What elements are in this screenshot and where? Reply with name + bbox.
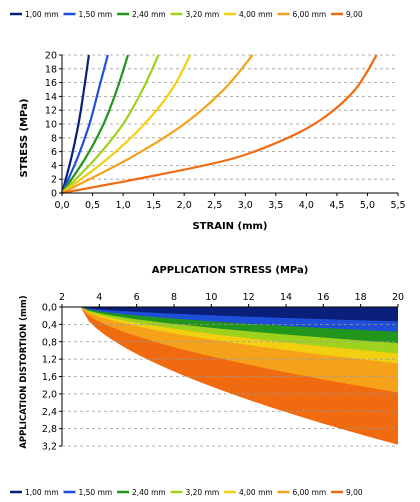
- x-tick-label: 4,5: [329, 200, 344, 211]
- x-tick-label: 4: [96, 292, 102, 303]
- legend-label: 3,20 mm: [186, 488, 220, 497]
- y-tick-label: 20: [45, 51, 57, 62]
- chart1-gridlines: [62, 54, 398, 180]
- chart1-ylabel: STRESS (MPa): [19, 99, 30, 178]
- y-tick-label: 0,4: [42, 320, 57, 331]
- legend-item: 3,20 mm: [170, 488, 220, 497]
- legend-item: 6,00 mm: [277, 488, 327, 497]
- x-tick-label: 2,5: [207, 200, 222, 211]
- legend-label: 9,00: [346, 488, 363, 497]
- legend-item: 2,40 mm: [117, 488, 166, 497]
- y-tick-label: 10: [45, 120, 57, 131]
- x-tick-label: 2,0: [177, 200, 192, 211]
- chart2-areas: [80, 307, 399, 445]
- x-tick-label: 10: [205, 292, 217, 303]
- chart1-tick-labels: 0 2 4 6 8 10 12 14 16 18 20 0,0 0,5 1,0 1,5 2,0 2,5 3,0 3,…: [45, 51, 406, 212]
- legend-item: 1,50 mm: [63, 10, 113, 19]
- chart2-axes: [59, 304, 399, 447]
- legend-label: 6,00 mm: [293, 10, 327, 19]
- legend-label: 6,00 mm: [293, 488, 327, 497]
- distortion-area-chart: APPLICATION STRESS (MPa) 0,0 0,4 0,8 1,2 1,6…: [19, 265, 404, 453]
- x-tick-label: 0,0: [54, 200, 69, 211]
- x-tick-label: 0,5: [85, 200, 100, 211]
- x-tick-label: 14: [280, 292, 292, 303]
- x-tick-label: 1,0: [116, 200, 131, 211]
- y-tick-label: 1,2: [42, 355, 57, 366]
- y-tick-label: 2,8: [42, 424, 57, 435]
- y-tick-label: 8: [51, 133, 57, 144]
- series-line: [60, 54, 109, 194]
- legend-label: 3,20 mm: [186, 10, 220, 19]
- legend-item: 1,00 mm: [10, 488, 59, 497]
- x-tick-label: 3,0: [238, 200, 253, 211]
- y-tick-label: 2: [51, 175, 57, 186]
- area-band: [80, 307, 399, 322]
- y-tick-label: 3,2: [42, 442, 57, 453]
- chart2-ylabel: APPLICATION DISTORTION (mm): [19, 295, 29, 448]
- x-tick-label: 8: [171, 292, 177, 303]
- legend-item: 1,00 mm: [10, 10, 59, 19]
- chart1-xlabel: STRAIN (mm): [192, 221, 267, 232]
- legend-label: 9,00: [346, 10, 363, 19]
- legend-item: 9,00: [331, 10, 363, 19]
- series-line: [61, 54, 192, 194]
- chart1-series: [60, 54, 378, 195]
- legend-label: 4,00 mm: [239, 10, 273, 19]
- legend-label: 1,00 mm: [25, 488, 59, 497]
- y-tick-label: 6: [51, 147, 57, 158]
- chart2-gridlines: [62, 323, 398, 430]
- x-tick-label: 2: [59, 292, 65, 303]
- legend-label: 2,40 mm: [132, 488, 166, 497]
- legend-label: 4,00 mm: [239, 488, 273, 497]
- x-tick-label: 18: [355, 292, 367, 303]
- x-tick-label: 5,5: [390, 200, 405, 211]
- y-tick-label: 12: [45, 106, 57, 117]
- x-tick-label: 12: [243, 292, 255, 303]
- series-line: [61, 54, 130, 194]
- y-tick-label: 14: [45, 92, 57, 103]
- series-line: [61, 54, 254, 194]
- legend-bottom: 1,00 mm 1,50 mm 2,40 mm 3,20 mm 4,00 mm 6,00 …: [10, 488, 363, 497]
- series-line: [60, 54, 90, 194]
- y-tick-label: 2,4: [42, 407, 57, 418]
- y-tick-label: 18: [45, 64, 57, 75]
- x-tick-label: 6: [134, 292, 140, 303]
- x-tick-label: 16: [317, 292, 329, 303]
- y-tick-label: 4: [51, 161, 57, 172]
- legend-item: 9,00: [331, 488, 363, 497]
- x-tick-label: 20: [392, 292, 404, 303]
- stress-strain-chart: 0 2 4 6 8 10 12 14 16 18 20 0,0 0,5 1,0 1,5 2,0 2,5 3,0 3,…: [19, 51, 406, 233]
- series-line: [61, 54, 160, 194]
- legend-item: 3,20 mm: [170, 10, 220, 19]
- legend-item: 4,00 mm: [224, 10, 273, 19]
- legend-label: 1,50 mm: [79, 10, 113, 19]
- chart1-axes: [59, 54, 399, 196]
- chart2-tick-labels: 0,0 0,4 0,8 1,2 1,6 2,0 2,4 2,8 3,2 2 4 6 8 10 12 14 16 1…: [42, 292, 404, 453]
- y-tick-label: 0,8: [42, 337, 57, 348]
- y-tick-label: 0,0: [42, 303, 57, 314]
- legend-item: 2,40 mm: [117, 10, 166, 19]
- legend-item: 4,00 mm: [224, 488, 273, 497]
- series-line: [61, 54, 378, 195]
- y-tick-label: 2,0: [42, 389, 57, 400]
- y-tick-label: 16: [45, 78, 57, 89]
- y-tick-label: 1,6: [42, 372, 57, 383]
- legend-top: 1,00 mm 1,50 mm 2,40 mm 3,20 mm 4,00 mm 6,00 …: [10, 10, 363, 19]
- legend-item: 1,50 mm: [63, 488, 113, 497]
- x-tick-label: 5,0: [360, 200, 375, 211]
- y-tick-label: 0: [51, 189, 57, 200]
- legend-label: 2,40 mm: [132, 10, 166, 19]
- legend-label: 1,00 mm: [25, 10, 59, 19]
- legend-label: 1,50 mm: [79, 488, 113, 497]
- x-tick-label: 1,5: [146, 200, 161, 211]
- legend-item: 6,00 mm: [277, 10, 327, 19]
- x-tick-label: 4,0: [299, 200, 314, 211]
- chart2-title: APPLICATION STRESS (MPa): [152, 265, 309, 276]
- x-tick-label: 3,5: [268, 200, 283, 211]
